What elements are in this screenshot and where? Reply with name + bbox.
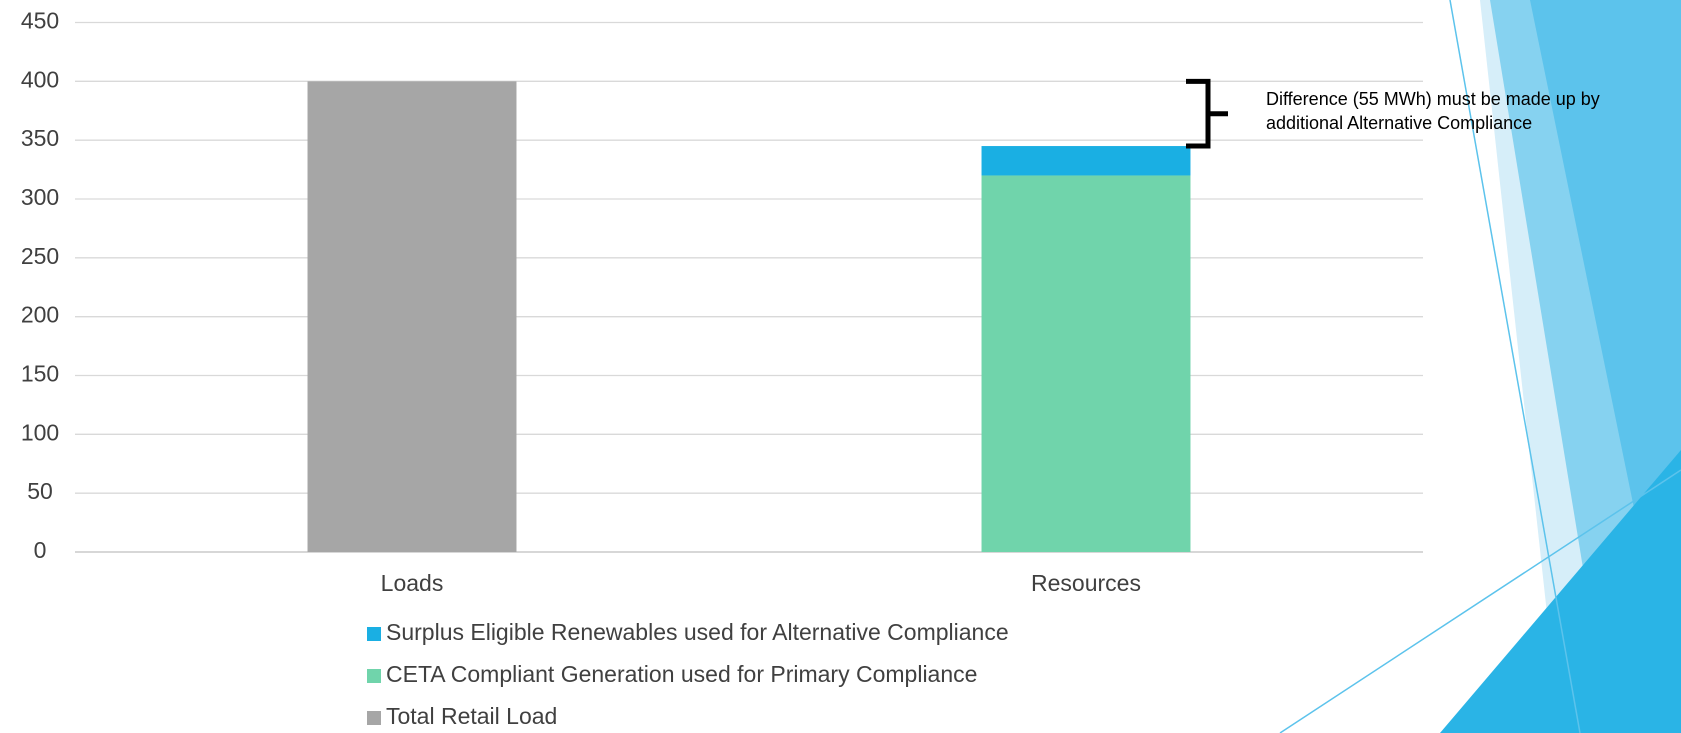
y-tick-label: 250 — [21, 243, 59, 269]
annotation: Difference (55 MWh) must be made up by — [1266, 89, 1600, 109]
annotation: additional Alternative Compliance — [1266, 113, 1532, 133]
x-tick-label: Resources — [1031, 570, 1141, 596]
legend-swatch — [367, 669, 381, 683]
bar — [981, 175, 1191, 552]
y-tick-label: 450 — [21, 8, 59, 34]
bar — [981, 146, 1191, 176]
decoration — [1279, 0, 1681, 733]
y-tick-label: 100 — [21, 419, 59, 445]
y-tick-label: 50 — [27, 478, 53, 504]
x-tick-label: Loads — [381, 570, 444, 596]
deco-line — [1449, 0, 1581, 733]
y-tick-label: 150 — [21, 361, 59, 387]
deco-shape — [1440, 450, 1681, 733]
legend-swatch — [367, 627, 381, 641]
legend-label: CETA Compliant Generation used for Prima… — [386, 661, 977, 687]
y-tick-label: 350 — [21, 125, 59, 151]
legend-swatch — [367, 711, 381, 725]
legend-label: Surplus Eligible Renewables used for Alt… — [386, 619, 1009, 645]
bracket — [1186, 78, 1228, 149]
bar — [307, 81, 517, 552]
y-tick-label: 400 — [21, 66, 59, 92]
deco-line — [1279, 469, 1681, 733]
legend-label: Total Retail Load — [386, 703, 557, 729]
y-tick-label: 300 — [21, 184, 59, 210]
y-tick-label: 200 — [21, 302, 59, 328]
y-tick-label: 0 — [34, 537, 47, 563]
